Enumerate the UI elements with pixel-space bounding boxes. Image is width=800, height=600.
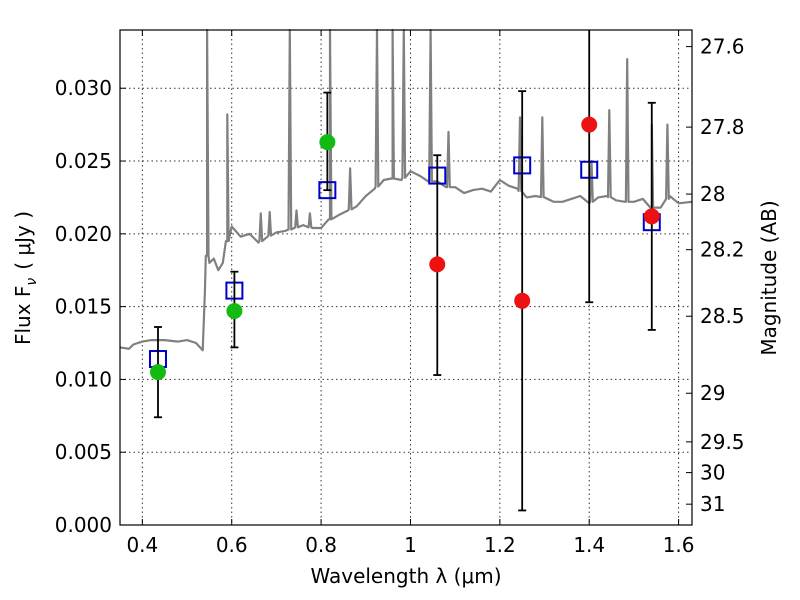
svg-text:Flux Fν( μJy ): Flux Fν ( μJy ) xyxy=(11,211,40,345)
right-tick-label: 27.8 xyxy=(700,115,745,139)
data-circle-point xyxy=(581,116,598,133)
sed-model-line xyxy=(119,28,693,352)
x-tick-label: 1.2 xyxy=(484,533,516,557)
data-circle-point xyxy=(226,302,243,319)
plot-frame xyxy=(119,29,693,526)
x-tick-label: 0.6 xyxy=(216,533,248,557)
right-tick-label: 28.2 xyxy=(700,238,745,262)
right-tick-label: 30 xyxy=(700,461,725,485)
right-tick-label: 28 xyxy=(700,182,725,206)
x-tick-label: 1 xyxy=(404,533,417,557)
y-tick-label: 0.020 xyxy=(55,222,112,246)
y-tick-label: 0.005 xyxy=(55,440,112,464)
x-tick-label: 1.6 xyxy=(663,533,695,557)
right-tick-label: 29 xyxy=(700,381,725,405)
right-tick-label: 27.6 xyxy=(700,35,745,59)
x-tick-label: 0.8 xyxy=(305,533,337,557)
data-circle-point xyxy=(149,364,166,381)
data-circle-point xyxy=(429,256,446,273)
right-tick-label: 29.5 xyxy=(700,430,745,454)
grid-lines xyxy=(120,30,692,525)
y-tick-label: 0.015 xyxy=(55,295,112,319)
data-circle-point xyxy=(319,134,336,151)
y-tick-label: 0.010 xyxy=(55,367,112,391)
y-axis-label-unit: ( μJy ) xyxy=(11,211,35,270)
data-points-layer xyxy=(148,30,661,512)
sed-model-layer xyxy=(119,28,693,352)
data-circle-point xyxy=(643,208,660,225)
data-circle-point xyxy=(514,292,531,309)
right-axis-label: Magnitude (AB) xyxy=(757,200,781,355)
y-tick-label: 0.030 xyxy=(55,76,112,100)
right-tick-label: 31 xyxy=(700,492,725,516)
axis-ticks: 0.4 0.6 0.8 1 1.2 1.4 1.6 0.000 0.005 0.010 0.015 0… xyxy=(55,30,745,557)
right-tick-label: 28.5 xyxy=(700,304,745,328)
x-tick-label: 0.4 xyxy=(126,533,158,557)
x-tick-label: 1.4 xyxy=(573,533,605,557)
y-axis-label-main: Flux F xyxy=(11,286,35,345)
x-axis-label: Wavelength λ (μm) xyxy=(310,564,501,588)
y-tick-label: 0.025 xyxy=(55,149,112,173)
y-tick-label: 0.000 xyxy=(55,513,112,537)
y-axis-label: Flux Fν ( μJy ) xyxy=(11,211,40,345)
y-axis-label-subscript: ν xyxy=(24,278,40,286)
